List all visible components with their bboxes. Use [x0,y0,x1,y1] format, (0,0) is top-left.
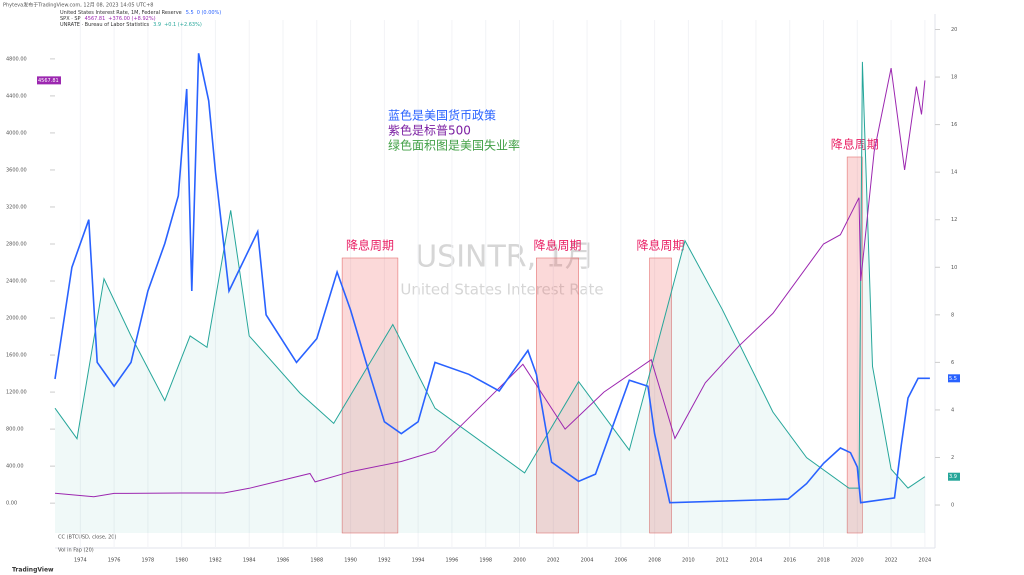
price-tag-label: 4567.81 [38,78,59,84]
x-tick-label: 1980 [175,558,188,564]
x-tick-label: 2000 [513,558,526,564]
x-tick-label: 2002 [547,558,560,564]
note: 蓝色是美国货币政策 [388,108,496,123]
x-tick-label: 2014 [750,558,763,564]
legend-last: 5.5 [186,10,194,16]
series-line [54,53,930,504]
y-tick-label: 0.00 [6,501,17,507]
y-tick-label: 4400.00 [6,93,27,99]
note: 绿色面积图是美国失业率 [388,138,520,153]
cut-period-label: 降息周期 [346,238,394,253]
x-tick-label: 2024 [918,558,931,564]
legend-name: SPX · SP [60,16,81,22]
legend-entry: SPX · SP 4567.81 +376.00 (+8.92%) [60,16,156,22]
y-tick-label: 4 [951,407,954,413]
legend-entry: United States Interest Rate, 1M, Federal… [60,10,221,16]
legend-last: 3.9 [153,22,161,28]
legend-entry: UNRATE · Bureau of Labor Statistics 3.9 +0… [60,22,202,28]
y-tick-label: 2800.00 [6,241,27,247]
series-line [54,68,926,498]
y-tick-label: 800.00 [6,427,24,433]
x-tick-label: 1982 [209,558,222,564]
indicator-label: CC (BTCUSD, close, 20) [58,535,116,541]
series-line [54,61,926,489]
x-tick-label: 1996 [446,558,459,564]
y-tick-label: 1600.00 [6,353,27,359]
price-tag-label: 5.5 [949,376,957,382]
x-tick-label: 1994 [412,558,425,564]
watermark-title: USINTR, 1月 [415,240,595,275]
cut-period [341,257,399,534]
y-tick-label: 4000.00 [6,130,27,136]
y-tick-label: 14 [951,170,957,176]
x-tick-label: 1990 [344,558,357,564]
y-tick-label: 3600.00 [6,167,27,173]
y-tick-label: 400.00 [6,464,24,470]
legend-change: +0.1 (+2.63%) [164,22,202,28]
x-tick-label: 2016 [783,558,796,564]
x-tick-label: 1992 [378,558,391,564]
legend-name: UNRATE · Bureau of Labor Statistics [60,22,150,28]
x-tick-label: 2018 [817,558,830,564]
y-tick-label: 8 [951,312,954,318]
y-tick-label: 16 [951,122,957,128]
x-tick-label: 2020 [851,558,864,564]
y-tick-label: 0 [951,503,954,509]
legend-change: 0 (0.00%) [197,10,222,16]
x-tick-label: 1974 [74,558,87,564]
x-tick-label: 2006 [614,558,627,564]
indicator-label: Vol in Fap (20) [58,548,94,554]
x-tick-label: 1988 [310,558,323,564]
price-tag-label: 3.9 [949,474,957,480]
x-tick-label: 2022 [885,558,898,564]
y-tick-label: 20 [951,27,957,33]
x-tick-label: 2004 [581,558,594,564]
x-tick-label: 2012 [716,558,729,564]
y-tick-label: 6 [951,360,954,366]
cut-period-label: 降息周期 [533,238,581,253]
x-tick-label: 1998 [479,558,492,564]
y-tick-label: 2000.00 [6,316,27,322]
legend-change: +376.00 (+8.92%) [108,16,155,22]
note: 紫色是标普500 [388,124,471,138]
x-tick-label: 1986 [277,558,290,564]
area [55,61,925,534]
y-tick-label: 1200.00 [6,390,27,396]
x-tick-label: 1976 [108,558,121,564]
x-tick-label: 2010 [682,558,695,564]
price-tag [948,374,960,383]
x-tick-label: 1984 [243,558,256,564]
cut-period-label: 降息周期 [637,238,685,253]
x-tick-label: 2008 [648,558,661,564]
y-tick-label: 10 [951,265,957,271]
y-tick-label: 2 [951,455,954,461]
legend-last: 4567.81 [85,16,106,22]
price-tag [37,76,61,85]
x-tick-label: 1978 [142,558,155,564]
y-tick-label: 3200.00 [6,204,27,210]
header: Phyteva发布于TradingView.com, 12月 08, 2023 … [3,2,154,9]
y-tick-label: 12 [951,217,957,223]
cut-period-label: 降息周期 [831,137,879,152]
cut-period [846,156,863,534]
y-tick-label: 2400.00 [6,279,27,285]
y-tick-label: 4800.00 [6,56,27,62]
brand: TradingView [12,567,54,574]
legend-name: United States Interest Rate, 1M, Federal… [60,10,182,16]
price-tag [948,472,960,481]
y-tick-label: 18 [951,75,957,81]
